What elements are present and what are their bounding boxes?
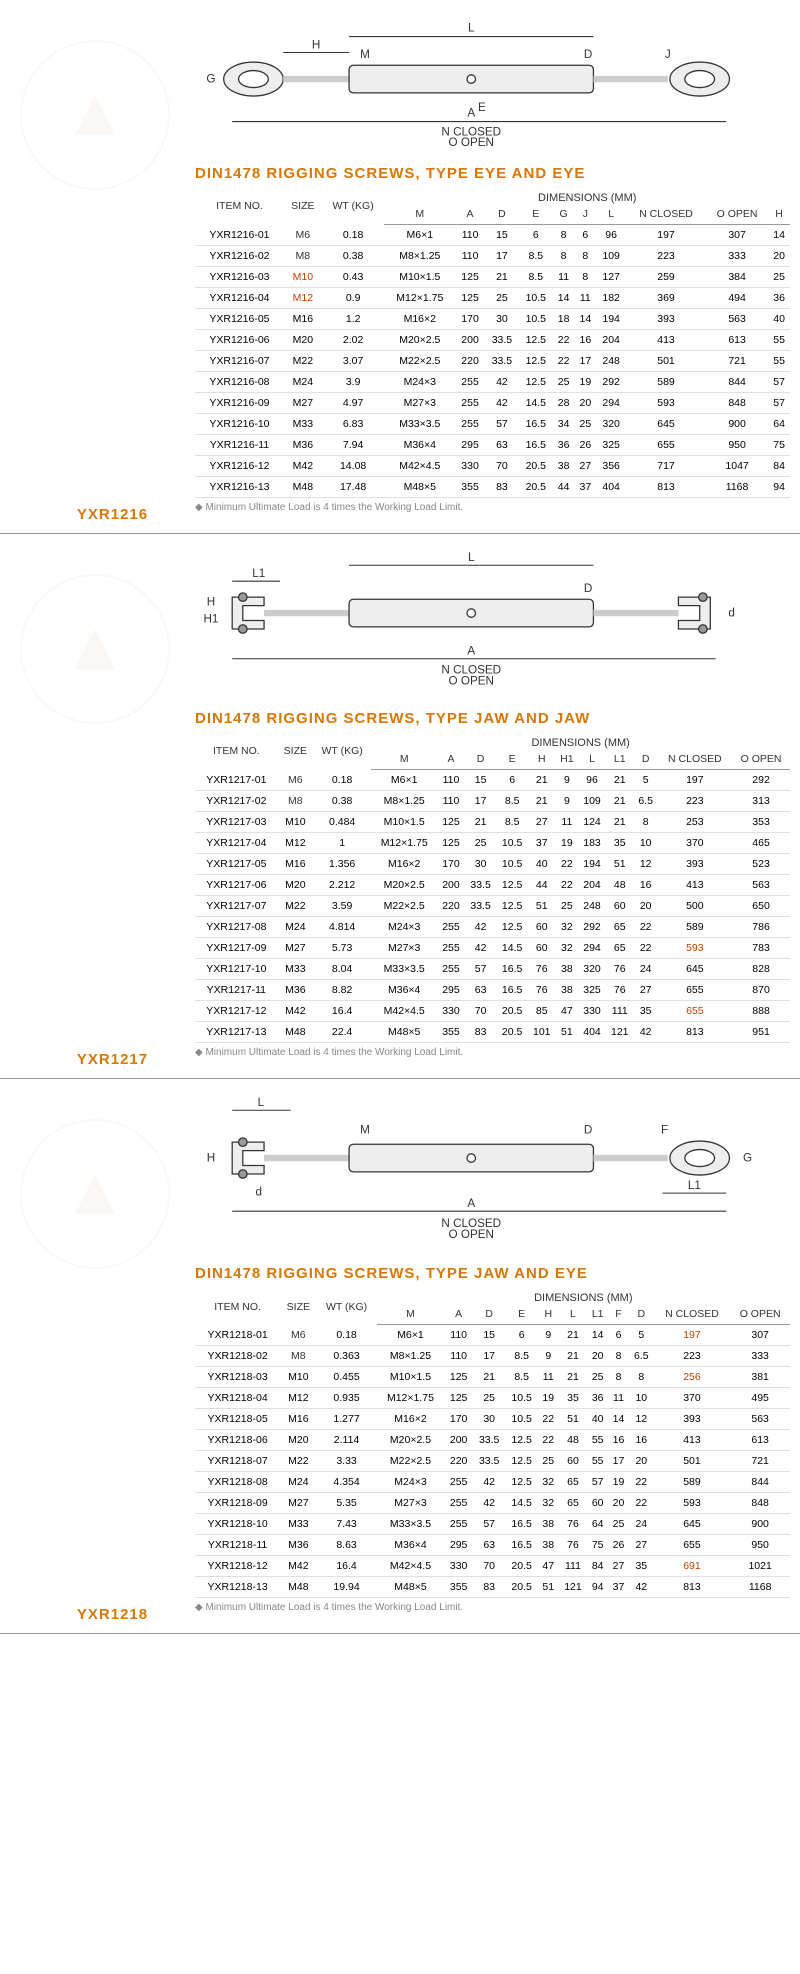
footnote: Minimum Ultimate Load is 4 times the Wor… <box>195 1602 790 1613</box>
jaw-eye-diagram: L MDF HG d L1 A N CLOSEDO OPEN <box>195 1089 790 1248</box>
section-YXR1218: YXR1218 L MDF HG d L1 A N CLOSEDO OPEN D… <box>0 1079 800 1634</box>
table-row: YXR1216-10M336.83M33×3.52555716.53425320… <box>195 414 790 435</box>
svg-text:L1: L1 <box>252 567 265 580</box>
eye-eye-diagram: L H MDJ G E A N CLOSEDO OPEN <box>195 10 790 148</box>
table-row: YXR1217-08M244.814M24×32554212.560322926… <box>195 916 790 937</box>
table-row: YXR1217-10M338.04M33×3.52555716.57638320… <box>195 958 790 979</box>
table-row: YXR1218-02M80.363M8×1.25110178.59212086.… <box>195 1346 790 1367</box>
table-row: YXR1216-11M367.94M36×42956316.5362632565… <box>195 435 790 456</box>
table-row: YXR1218-06M202.114M20×2.520033.512.52248… <box>195 1430 790 1451</box>
svg-text:H: H <box>207 1151 215 1164</box>
table-row: YXR1216-05M161.2M16×21703010.51814194393… <box>195 309 790 330</box>
svg-text:M: M <box>360 1124 370 1137</box>
table-row: YXR1217-12M4216.4M42×4.53307020.58547330… <box>195 1000 790 1021</box>
table-row: YXR1217-01M60.18M6×111015621996215197292 <box>195 769 790 790</box>
svg-text:G: G <box>206 72 215 85</box>
table-row: YXR1216-07M223.07M22×2.522033.512.522172… <box>195 351 790 372</box>
model-label: YXR1218 <box>77 1606 148 1623</box>
table-row: YXR1218-08M244.354M24×32554212.532655719… <box>195 1472 790 1493</box>
table-row: YXR1217-09M275.73M27×32554214.5603229465… <box>195 937 790 958</box>
svg-text:D: D <box>584 48 592 61</box>
table-row: YXR1218-13M4819.94M48×53558320.551121943… <box>195 1577 790 1598</box>
svg-text:O OPEN: O OPEN <box>449 674 494 687</box>
svg-text:O OPEN: O OPEN <box>449 1228 494 1241</box>
model-label: YXR1217 <box>77 1051 148 1068</box>
svg-text:A: A <box>467 106 475 119</box>
svg-text:A: A <box>467 645 475 658</box>
table-row: YXR1216-01M60.18M6×1110156869619730714 <box>195 225 790 246</box>
svg-text:L: L <box>468 21 475 34</box>
svg-text:H1: H1 <box>203 613 218 626</box>
svg-text:d: d <box>728 606 735 619</box>
table-row: YXR1218-01M60.18M6×11101569211465197307 <box>195 1325 790 1346</box>
table-row: YXR1216-08M243.9M24×32554212.52519292589… <box>195 372 790 393</box>
table-row: YXR1216-03M100.43M10×1.5125218.511812725… <box>195 267 790 288</box>
section-YXR1217: YXR1217 L L1 D HH1 d A N CLOSEDO OPEN DI… <box>0 534 800 1079</box>
svg-text:H: H <box>312 38 320 51</box>
footnote: Minimum Ultimate Load is 4 times the Wor… <box>195 502 790 513</box>
table-row: YXR1216-06M202.02M20×2.520033.512.522162… <box>195 330 790 351</box>
svg-text:D: D <box>584 1124 592 1137</box>
table-row: YXR1217-13M4822.4M48×53558320.5101514041… <box>195 1021 790 1042</box>
table-row: YXR1217-06M202.212M20×2.520033.512.54422… <box>195 874 790 895</box>
table-row: YXR1218-12M4216.4M42×4.53307020.54711184… <box>195 1556 790 1577</box>
table-row: YXR1218-11M368.63M36×42956316.5387675262… <box>195 1535 790 1556</box>
table-row: YXR1217-11M368.82M36×42956316.5763832576… <box>195 979 790 1000</box>
svg-text:L1: L1 <box>688 1179 701 1192</box>
table-row: YXR1217-07M223.59M22×2.522033.512.551252… <box>195 895 790 916</box>
table-row: YXR1218-04M120.935M12×1.751252510.519353… <box>195 1388 790 1409</box>
table-row: YXR1218-03M100.455M10×1.5125218.51121258… <box>195 1367 790 1388</box>
table-row: YXR1218-07M223.33M22×2.522033.512.525605… <box>195 1451 790 1472</box>
svg-text:J: J <box>665 48 671 61</box>
table-row: YXR1217-03M100.484M10×1.5125218.52711124… <box>195 811 790 832</box>
model-label: YXR1216 <box>77 506 148 523</box>
section-title: DIN1478 RIGGING SCREWS, TYPE EYE AND EYE <box>195 165 790 182</box>
table-row: YXR1216-13M4817.48M48×53558320.544374048… <box>195 477 790 498</box>
table-row: YXR1216-12M4214.08M42×4.53307020.5382735… <box>195 456 790 477</box>
svg-text:H: H <box>207 596 215 609</box>
section-title: DIN1478 RIGGING SCREWS, TYPE JAW AND JAW <box>195 710 790 727</box>
table-row: YXR1217-05M161.356M16×21703010.540221945… <box>195 853 790 874</box>
svg-text:G: G <box>743 1151 752 1164</box>
svg-text:O OPEN: O OPEN <box>449 136 494 148</box>
svg-text:A: A <box>467 1197 475 1210</box>
section-title: DIN1478 RIGGING SCREWS, TYPE JAW AND EYE <box>195 1265 790 1282</box>
table-row: YXR1217-04M121M12×1.751252510.5371918335… <box>195 832 790 853</box>
spec-table: ITEM NO.SIZEWT (KG)DIMENSIONS (MM)MADEHH… <box>195 733 790 1043</box>
table-row: YXR1218-09M275.35M27×32554214.5326560202… <box>195 1493 790 1514</box>
svg-text:E: E <box>478 101 486 114</box>
table-row: YXR1216-02M80.38M8×1.25110178.5881092233… <box>195 246 790 267</box>
spec-table: ITEM NO.SIZEWT (KG)DIMENSIONS (MM)MADEGJ… <box>195 188 790 498</box>
table-row: YXR1216-09M274.97M27×32554214.5282029459… <box>195 393 790 414</box>
table-row: YXR1216-04M120.9M12×1.751252510.51411182… <box>195 288 790 309</box>
svg-text:d: d <box>256 1185 263 1198</box>
svg-text:M: M <box>360 48 370 61</box>
section-YXR1216: YXR1216 L H MDJ G E A N CLOSEDO OPEN DIN… <box>0 0 800 534</box>
footnote: Minimum Ultimate Load is 4 times the Wor… <box>195 1047 790 1058</box>
svg-text:F: F <box>661 1124 668 1137</box>
jaw-jaw-diagram: L L1 D HH1 d A N CLOSEDO OPEN <box>195 544 790 693</box>
svg-text:L: L <box>258 1096 265 1109</box>
table-row: YXR1218-05M161.277M16×21703010.522514014… <box>195 1409 790 1430</box>
table-row: YXR1218-10M337.43M33×3.52555716.53876642… <box>195 1514 790 1535</box>
spec-table: ITEM NO.SIZEWT (KG)DIMENSIONS (MM)MADEHL… <box>195 1288 790 1598</box>
svg-text:L: L <box>468 551 475 564</box>
svg-text:D: D <box>584 582 592 595</box>
table-row: YXR1217-02M80.38M8×1.25110178.5219109216… <box>195 790 790 811</box>
